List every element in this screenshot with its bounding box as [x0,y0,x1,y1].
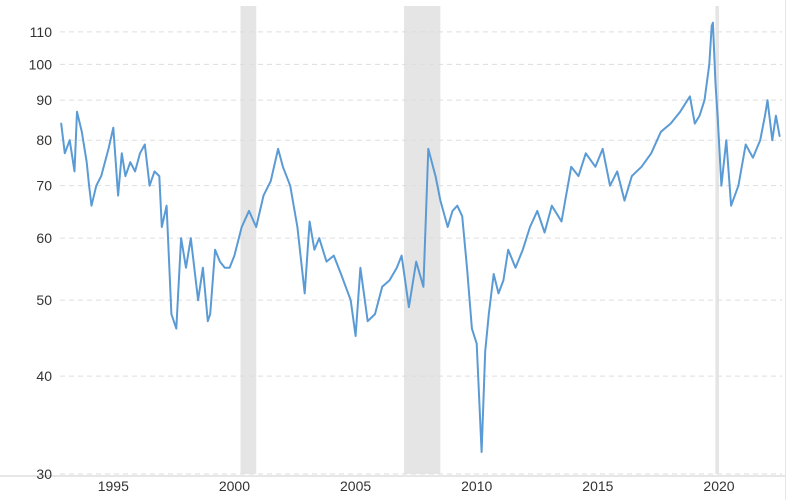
recession-band-2 [404,6,441,474]
y-axis-tick-labels: 30 40 50 60 70 80 90 100 110 [29,24,53,482]
recession-shading-layer [240,6,720,474]
recession-band-3 [715,6,720,474]
y-tick-label-70: 70 [36,178,52,194]
x-tick-label-1995: 1995 [98,478,129,494]
series-layer [60,21,781,453]
y-tick-label-100: 100 [29,56,53,72]
x-axis-tick-labels: 1995 2000 2005 2010 2015 2020 [98,478,735,494]
y-tick-label-90: 90 [36,92,52,108]
series-line-1 [60,21,781,453]
y-tick-label-110: 110 [30,24,53,40]
x-tick-label-2010: 2010 [461,478,492,494]
x-tick-label-2005: 2005 [340,478,371,494]
y-tick-label-60: 60 [36,230,52,246]
y-tick-label-30: 30 [36,466,52,482]
y-tick-label-50: 50 [36,292,52,308]
y-tick-label-80: 80 [36,132,52,148]
y-tick-label-40: 40 [36,368,52,384]
recession-band-1 [240,6,257,474]
x-tick-label-2020: 2020 [703,478,734,494]
x-tick-label-2015: 2015 [582,478,613,494]
x-tick-label-2000: 2000 [219,478,250,494]
gridline-layer [0,31,785,477]
